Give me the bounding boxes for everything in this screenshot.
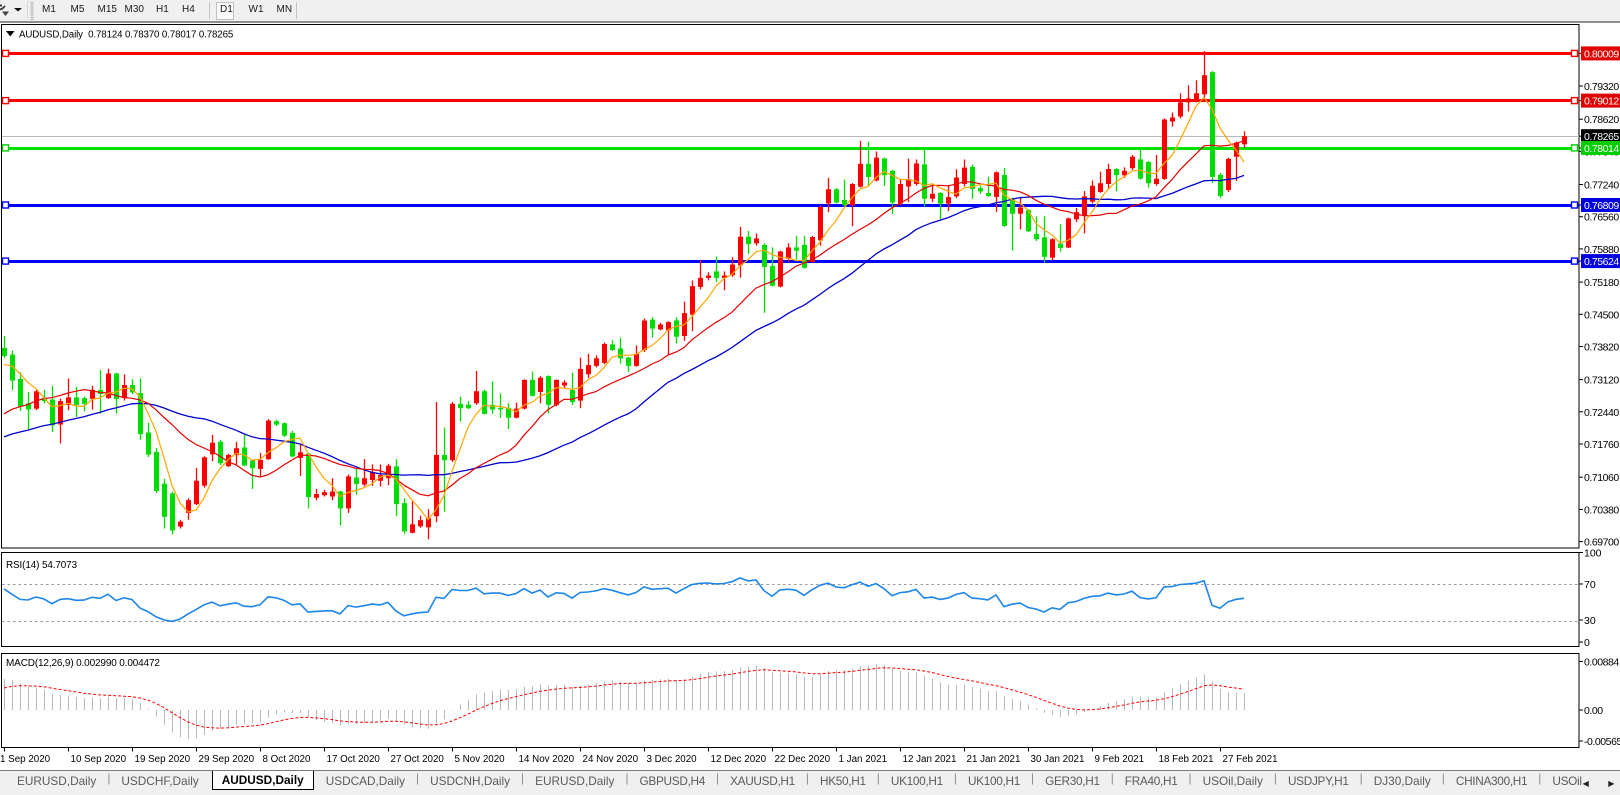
svg-text:21 Jan 2021: 21 Jan 2021 [967,754,1021,765]
svg-text:18 Feb 2021: 18 Feb 2021 [1159,754,1214,765]
svg-text:0.70380: 0.70380 [1584,504,1619,516]
svg-text:17 Oct 2020: 17 Oct 2020 [327,754,381,765]
svg-text:0.78014: 0.78014 [1584,143,1619,155]
svg-text:8 Oct 2020: 8 Oct 2020 [263,754,311,765]
svg-text:0.75880: 0.75880 [1584,244,1619,256]
svg-text:0.00: 0.00 [1584,705,1603,717]
svg-text:29 Sep 2020: 29 Sep 2020 [199,754,255,765]
svg-text:12 Dec 2020: 12 Dec 2020 [711,754,767,765]
svg-text:0.77240: 0.77240 [1584,180,1619,192]
svg-text:0.80009: 0.80009 [1584,48,1619,60]
svg-text:14 Nov 2020: 14 Nov 2020 [519,754,575,765]
svg-text:0.71060: 0.71060 [1584,472,1619,484]
svg-text:19 Sep 2020: 19 Sep 2020 [135,754,191,765]
svg-text:10 Sep 2020: 10 Sep 2020 [71,754,127,765]
svg-text:0.72440: 0.72440 [1584,407,1619,419]
svg-text:0.71760: 0.71760 [1584,439,1619,451]
svg-text:0: 0 [1584,637,1590,649]
svg-text:-0.00565: -0.00565 [1584,736,1620,748]
svg-text:0.73120: 0.73120 [1584,375,1619,387]
svg-text:0.79012: 0.79012 [1584,96,1619,108]
svg-text:0.75624: 0.75624 [1584,256,1619,268]
svg-text:1 Jan 2021: 1 Jan 2021 [839,754,887,765]
svg-text:12 Jan 2021: 12 Jan 2021 [903,754,957,765]
svg-text:3 Dec 2020: 3 Dec 2020 [647,754,698,765]
svg-text:70: 70 [1584,579,1596,591]
svg-text:30: 30 [1584,615,1596,627]
svg-text:0.69700: 0.69700 [1584,537,1619,549]
svg-text:0.78265: 0.78265 [1584,131,1619,143]
svg-text:RSI(14) 54.7073: RSI(14) 54.7073 [6,560,78,571]
svg-text:0.76560: 0.76560 [1584,212,1619,224]
svg-text:0.78620: 0.78620 [1584,114,1619,126]
svg-text:5 Nov 2020: 5 Nov 2020 [455,754,506,765]
svg-text:0.73820: 0.73820 [1584,342,1619,354]
svg-text:AUDUSD,Daily 0.78124 0.78370: AUDUSD,Daily 0.78124 0.78370 0.78017 0.7… [19,30,233,41]
svg-text:0.76809: 0.76809 [1584,200,1619,212]
svg-text:22 Dec 2020: 22 Dec 2020 [775,754,831,765]
svg-text:0.74500: 0.74500 [1584,309,1619,321]
svg-text:100: 100 [1584,548,1602,560]
svg-text:27 Oct 2020: 27 Oct 2020 [391,754,445,765]
svg-text:24 Nov 2020: 24 Nov 2020 [583,754,639,765]
svg-text:27 Feb 2021: 27 Feb 2021 [1223,754,1278,765]
svg-text:0.79320: 0.79320 [1584,81,1619,93]
svg-text:30 Jan 2021: 30 Jan 2021 [1031,754,1085,765]
svg-text:9 Feb 2021: 9 Feb 2021 [1095,754,1145,765]
svg-text:0.75180: 0.75180 [1584,277,1619,289]
svg-text:1 Sep 2020: 1 Sep 2020 [0,754,51,765]
svg-text:0.00884: 0.00884 [1584,656,1619,668]
svg-text:MACD(12,26,9) 0.002990 0.00447: MACD(12,26,9) 0.002990 0.004472 [6,658,160,669]
